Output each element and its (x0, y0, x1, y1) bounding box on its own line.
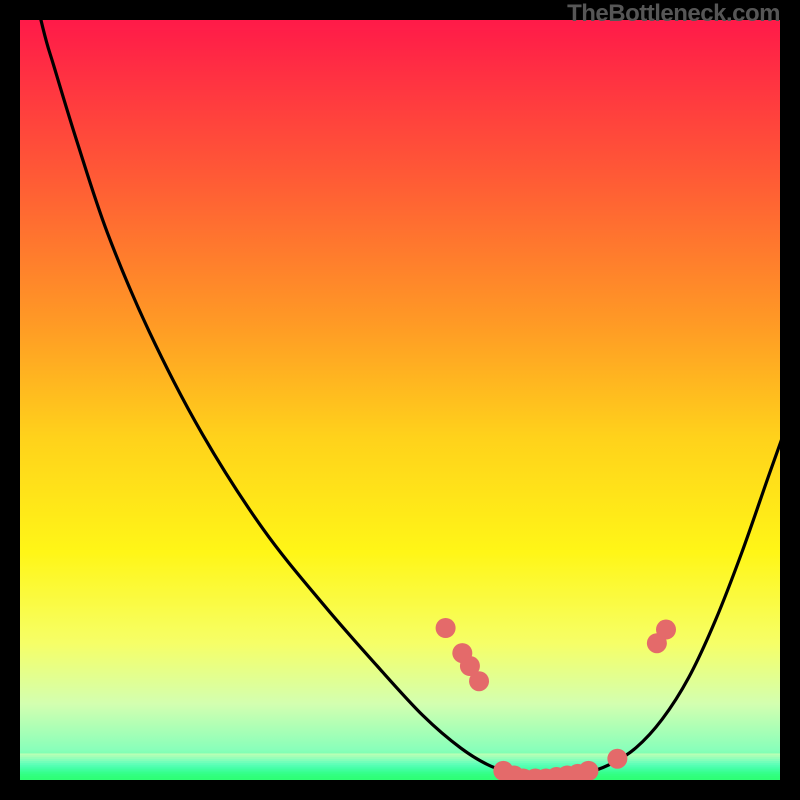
chart-canvas: TheBottleneck.com (0, 0, 800, 800)
plot-svg (20, 20, 780, 780)
plot-area (20, 20, 780, 780)
watermark-text: TheBottleneck.com (567, 0, 780, 28)
